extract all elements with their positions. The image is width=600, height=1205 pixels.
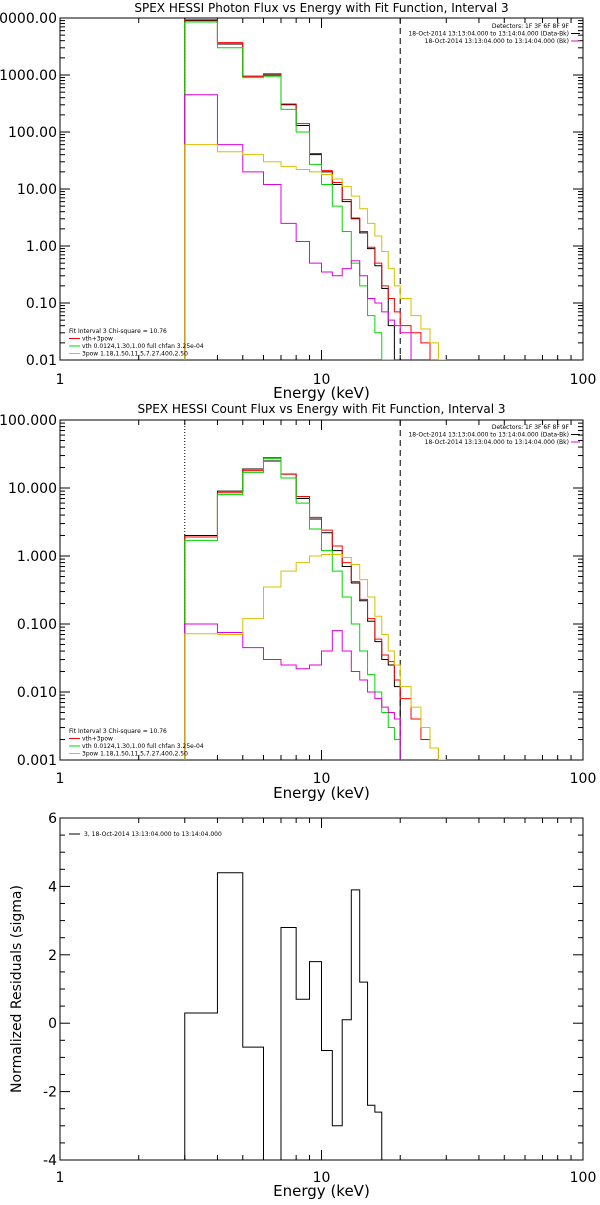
y-tick-label: 0 (48, 1016, 57, 1032)
x-tick-label: 10 (313, 771, 331, 787)
x-axis-label: Energy (keV) (273, 784, 370, 802)
x-tick-label: 10 (313, 1170, 331, 1186)
y-tick-label: -4 (43, 1153, 57, 1169)
legend-topright-text: 18-Oct-2014 13:13:04.000 to 13:14:04.000… (425, 439, 569, 446)
series-black-step-line (184, 872, 383, 1160)
legend-topright-text: Detectors: 1F 3F 6F 8F 9F (492, 424, 570, 431)
plot-frame (59, 17, 584, 361)
x-tick-label: 1 (56, 372, 65, 388)
chart-panel-1: SPEX HESSI Photon Flux vs Energy with Fi… (0, 1, 596, 402)
y-tick-label: 10.000 (8, 481, 57, 497)
chart-panel-2: SPEX HESSI Count Flux vs Energy with Fit… (0, 402, 596, 802)
y-tick-label: 100.000 (0, 413, 57, 429)
series-black-step-line (184, 460, 401, 760)
y-tick-label: 1.000 (17, 549, 57, 565)
x-tick-label: 1 (56, 1170, 65, 1186)
y-tick-label: 0.010 (17, 685, 57, 701)
y-tick-label: 10000.00 (0, 11, 57, 27)
legend-bottomleft-text: vth+3pow (82, 736, 113, 743)
y-tick-label: -2 (43, 1085, 57, 1101)
legend-bottomleft-text: Fit Interval 3 Chi-square = 10.76 (69, 728, 167, 735)
legend-bottomleft-text: 3pow 1.18,1.50,11.5,7.27,400,2.50 (82, 751, 188, 758)
y-axis-label: Normalized Residuals (sigma) (9, 885, 25, 1093)
y-tick-label: 0.001 (17, 753, 57, 769)
series-green-step-line (184, 458, 401, 760)
series-magenta-step-line (184, 623, 401, 760)
x-tick-label: 1 (56, 771, 65, 787)
x-axis-label: Energy (keV) (273, 1182, 370, 1200)
series-black-step-line (184, 20, 395, 360)
legend-topright-text: 18-Oct-2014 13:13:04.000 to 13:14:04.000… (408, 432, 569, 439)
chart-title: SPEX HESSI Photon Flux vs Energy with Fi… (134, 1, 508, 15)
series-red-step-line (184, 457, 447, 760)
legend-bottomleft-text: vth 0.0124,1.30,1.00 full chfan 3.25e-04 (82, 743, 204, 750)
y-tick-label: 0.01 (26, 353, 57, 369)
plot-frame (59, 419, 584, 761)
plot-area (184, 872, 383, 1160)
chart-title: SPEX HESSI Count Flux vs Energy with Fit… (137, 402, 505, 416)
series-yellow-step-line (184, 144, 447, 360)
x-tick-label: 10 (313, 372, 331, 388)
legend-topright-text: 18-Oct-2014 13:13:04.000 to 13:14:04.000… (425, 38, 569, 45)
y-tick-label: 0.100 (17, 617, 57, 633)
legend-topleft-text: 3, 18-Oct-2014 13:13:04.000 to 13:14:04.… (84, 831, 222, 838)
plot-area (184, 457, 447, 760)
y-tick-label: 10.00 (17, 182, 57, 198)
series-magenta-step-line (184, 94, 412, 360)
legend-bottomleft-text: Fit Interval 3 Chi-square = 10.76 (69, 328, 167, 335)
series-yellow-step-line (184, 554, 447, 760)
x-axis-label: Energy (keV) (273, 384, 370, 402)
legend-bottomleft-text: vth 0.0124,1.30,1.00 full chfan 3.25e-04 (82, 343, 204, 350)
y-tick-label: 0.10 (26, 296, 57, 312)
series-green-step-line (184, 21, 395, 360)
legend-bottomleft-text: vth+3pow (82, 336, 113, 343)
y-tick-label: 1000.00 (0, 68, 57, 84)
series-red-step-line (184, 19, 447, 360)
x-tick-label: 100 (570, 771, 597, 787)
legend-topright-text: Detectors: 1F 3F 6F 8F 9F (492, 23, 570, 30)
y-tick-label: 4 (48, 879, 57, 895)
y-tick-label: 6 (48, 811, 57, 827)
legend-bottomleft-text: 3pow 1.18,1.50,11.5,7.27,400,2.50 (82, 351, 188, 358)
y-tick-label: 100.00 (8, 125, 57, 141)
y-tick-label: 1.00 (26, 239, 57, 255)
legend-topright-text: 18-Oct-2014 13:13:04.000 to 13:14:04.000… (408, 31, 569, 38)
x-tick-label: 100 (570, 372, 597, 388)
x-tick-label: 100 (570, 1170, 597, 1186)
y-tick-label: 2 (48, 948, 57, 964)
chart-panel-3: 1 10 100 Energy (keV) -4 -2 0 2 4 6 Normalized Res… (9, 811, 596, 1200)
plot-area (184, 19, 447, 360)
